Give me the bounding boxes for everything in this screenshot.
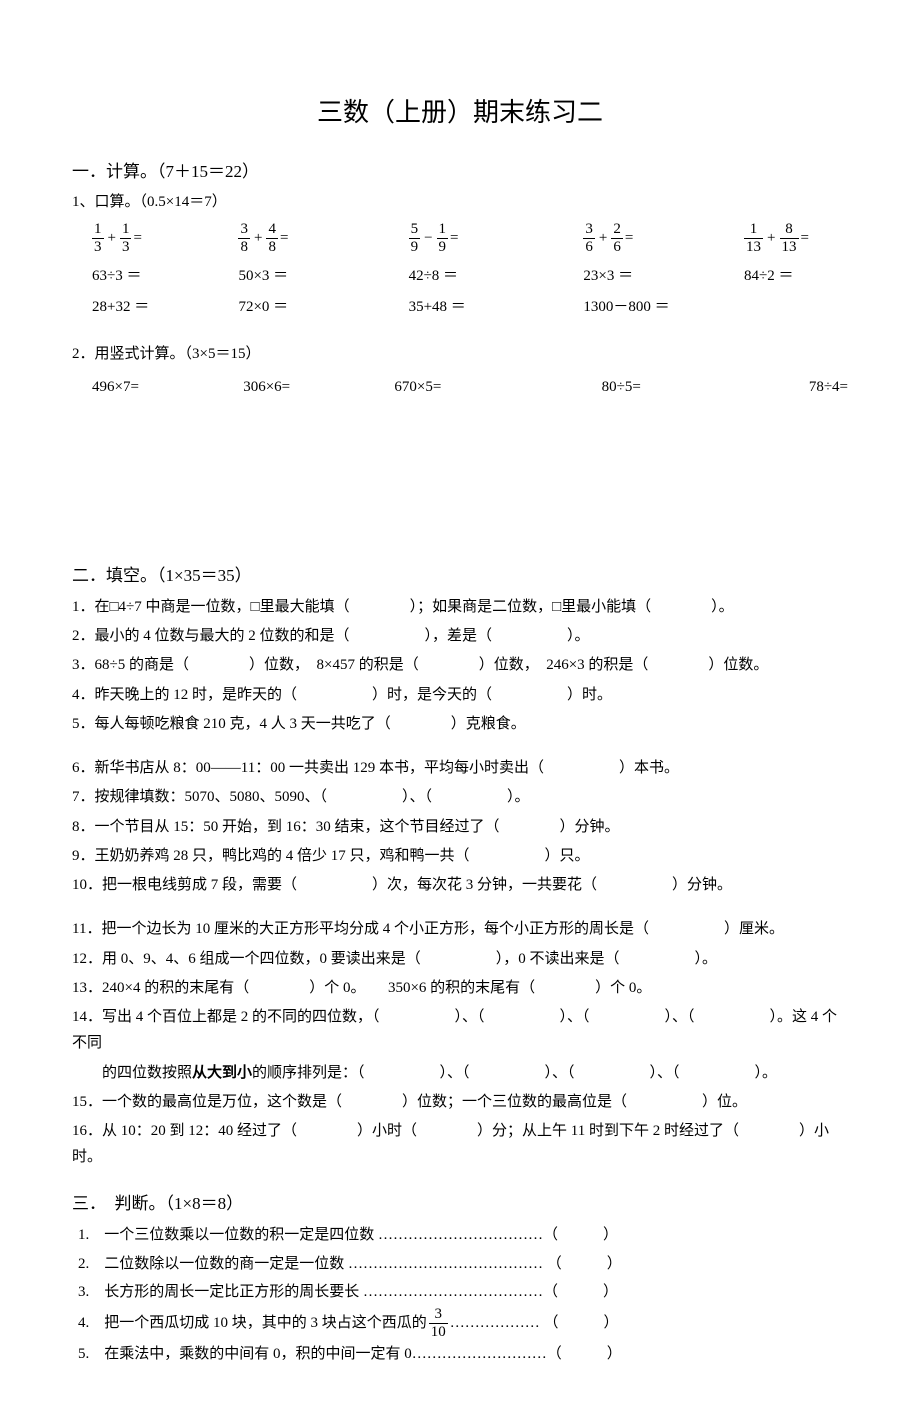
section1-sub2: 2．用竖式计算。（3×5＝15）: [72, 341, 848, 368]
calc-cell: 1300－800 ＝: [583, 294, 744, 321]
fill-item: 1．在□4÷7 中商是一位数，□里最大能填（ ）；如果商是二位数，□里最小能填（…: [72, 594, 848, 620]
judge-item: 5. 在乘法中，乘数的中间有 0，积的中间一定有 0………………………（ ）: [72, 1340, 848, 1369]
calc-cell: 42÷8 ＝: [409, 263, 584, 290]
fraction-row: 13 + 13 = 38 + 48 = 59 − 19 = 36 + 26 =: [72, 222, 848, 255]
fill-item: 5．每人每顿吃粮食 210 克，4 人 3 天一共吃了（ ）克粮食。: [72, 711, 848, 737]
vertical-cell: 496×7=: [92, 374, 243, 401]
calc-cell: 35+48 ＝: [409, 294, 584, 321]
fill-item: 9．王奶奶养鸡 28 只，鸭比鸡的 4 倍少 17 只，鸡和鸭一共（ ）只。: [72, 843, 848, 869]
section3-header: 三． 判断。（1×8＝8）: [72, 1189, 848, 1220]
frac-expr-4: 113 + 813 =: [744, 222, 848, 255]
fill-item: 2．最小的 4 位数与最大的 2 位数的和是（ ），差是（ ）。: [72, 623, 848, 649]
fill-item: 16．从 10：20 到 12：40 经过了（ ）小时（ ）分；从上午 11 时…: [72, 1118, 848, 1171]
fill-item: 15．一个数的最高位是万位，这个数是（ ）位数；一个三位数的最高位是（ ）位。: [72, 1089, 848, 1115]
fill-item: 11．把一个边长为 10 厘米的大正方形平均分成 4 个小正方形，每个小正方形的…: [72, 916, 848, 942]
page-title: 三数（上册）期末练习二: [72, 90, 848, 137]
vertical-cell: 306×6=: [243, 374, 394, 401]
section2-header: 二．填空。（1×35＝35）: [72, 561, 848, 592]
calc-cell: 84÷2 ＝: [744, 263, 848, 290]
judge-item: 2. 二位数除以一位数的商一定是一位数 ………………………………… （ ）: [72, 1250, 848, 1279]
section1-header: 一．计算。（7＋15＝22）: [72, 157, 848, 188]
fill-item-14b: 的四位数按照从大到小的顺序排列是：（ ）、（ ）、（ ）、（ ）。: [72, 1060, 848, 1086]
judge-item: 3. 长方形的周长一定比正方形的周长要长 ………………………………（ ）: [72, 1278, 848, 1307]
fill-item: 3．68÷5 的商是（ ）位数， 8×457 的积是（ ）位数， 246×3 的…: [72, 652, 848, 678]
calc-cell: [744, 294, 848, 321]
section1-sub1: 1、口算。（0.5×14＝7）: [72, 189, 848, 216]
calc-cell: 72×0 ＝: [238, 294, 408, 321]
vertical-cell: 80÷5=: [546, 374, 697, 401]
vertical-cell: 670×5=: [394, 374, 545, 401]
fill-item: 8．一个节目从 15：50 开始，到 16：30 结束，这个节目经过了（ ）分钟…: [72, 814, 848, 840]
fill-item: 12．用 0、9、4、6 组成一个四位数，0 要读出来是（ ），0 不读出来是（…: [72, 946, 848, 972]
calc-row-2: 63÷3 ＝ 50×3 ＝ 42÷8 ＝ 23×3 ＝ 84÷2 ＝: [72, 263, 848, 290]
calc-row-3: 28+32 ＝ 72×0 ＝ 35+48 ＝ 1300－800 ＝: [72, 294, 848, 321]
vertical-row: 496×7= 306×6= 670×5= 80÷5= 78÷4=: [72, 374, 848, 401]
calc-cell: 23×3 ＝: [583, 263, 744, 290]
judge-item-4: 4. 把一个西瓜切成 10 块，其中的 3 块占这个西瓜的 310 …………………: [72, 1307, 848, 1340]
fill-item: 14．写出 4 个百位上都是 2 的不同的四位数，（ ）、（ ）、（ ）、（ ）…: [72, 1004, 848, 1057]
judge-item: 1. 一个三位数乘以一位数的积一定是四位数 ……………………………（ ）: [72, 1221, 848, 1250]
vertical-cell: 78÷4=: [697, 374, 848, 401]
fill-item: 13．240×4 的积的末尾有（ ）个 0。 350×6 的积的末尾有（ ）个 …: [72, 975, 848, 1001]
fill-item: 4．昨天晚上的 12 时，是昨天的（ ）时，是今天的（ ）时。: [72, 682, 848, 708]
fill-item: 6．新华书店从 8：00——11：00 一共卖出 129 本书，平均每小时卖出（…: [72, 755, 848, 781]
fill-item: 10．把一根电线剪成 7 段，需要（ ）次，每次花 3 分钟，一共要花（ ）分钟…: [72, 872, 848, 898]
calc-cell: 28+32 ＝: [92, 294, 238, 321]
frac-expr-3: 36 + 26 =: [583, 222, 744, 255]
calc-cell: 50×3 ＝: [238, 263, 408, 290]
fill-item: 7．按规律填数：5070、5080、5090、（ ）、（ ）。: [72, 784, 848, 810]
calc-cell: 63÷3 ＝: [92, 263, 238, 290]
frac-expr-1: 38 + 48 =: [238, 222, 408, 255]
frac-expr-0: 13 + 13 =: [92, 222, 238, 255]
frac-expr-2: 59 − 19 =: [409, 222, 584, 255]
